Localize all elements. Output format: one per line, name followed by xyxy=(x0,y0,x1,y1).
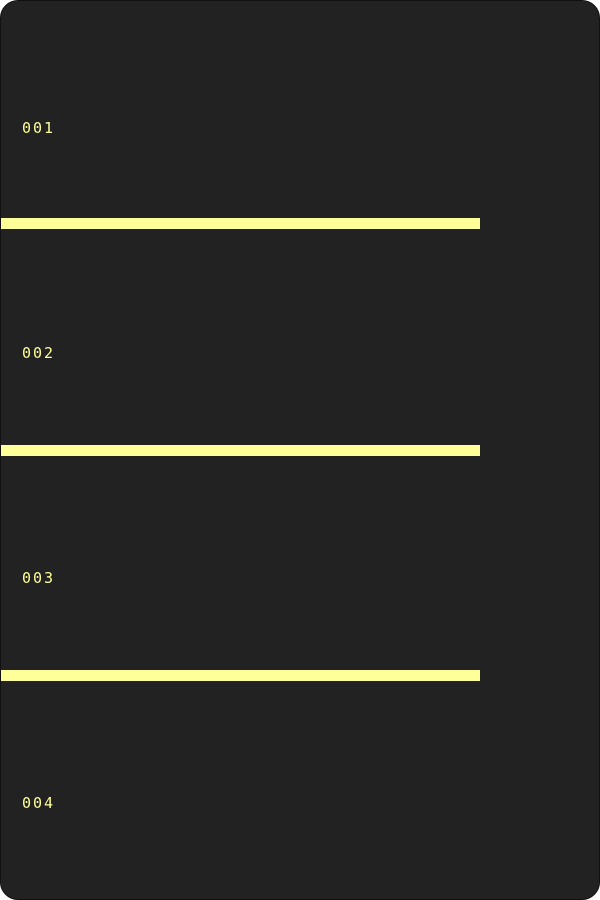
divider xyxy=(1,218,480,229)
list-item-label: 004 xyxy=(22,794,56,812)
list-item-label: 003 xyxy=(22,569,56,587)
divider xyxy=(1,670,480,681)
divider xyxy=(1,445,480,456)
list-item-label: 002 xyxy=(22,344,56,362)
list-item-label: 001 xyxy=(22,119,56,137)
